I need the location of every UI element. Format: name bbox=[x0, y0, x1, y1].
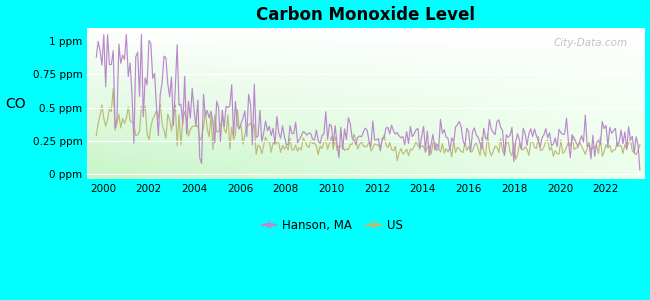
Legend: Hanson, MA, US: Hanson, MA, US bbox=[257, 214, 407, 237]
Title: Carbon Monoxide Level: Carbon Monoxide Level bbox=[256, 6, 475, 24]
Text: City-Data.com: City-Data.com bbox=[554, 38, 628, 49]
Y-axis label: CO: CO bbox=[6, 97, 26, 111]
